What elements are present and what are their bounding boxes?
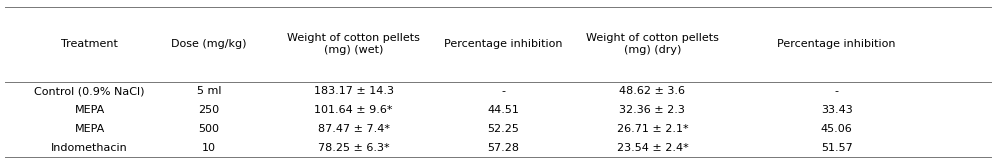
Text: 250: 250	[198, 105, 220, 115]
Text: 52.25: 52.25	[487, 124, 519, 134]
Text: MEPA: MEPA	[75, 105, 105, 115]
Text: Weight of cotton pellets
(mg) (dry): Weight of cotton pellets (mg) (dry)	[586, 33, 719, 55]
Text: 101.64 ± 9.6*: 101.64 ± 9.6*	[315, 105, 392, 115]
Text: 23.54 ± 2.4*: 23.54 ± 2.4*	[617, 143, 688, 153]
Text: Control (0.9% NaCl): Control (0.9% NaCl)	[35, 86, 144, 96]
Text: 183.17 ± 14.3: 183.17 ± 14.3	[314, 86, 393, 96]
Text: 51.57: 51.57	[821, 143, 853, 153]
Text: 45.06: 45.06	[821, 124, 853, 134]
Text: 26.71 ± 2.1*: 26.71 ± 2.1*	[617, 124, 688, 134]
Text: Weight of cotton pellets
(mg) (wet): Weight of cotton pellets (mg) (wet)	[287, 33, 420, 55]
Text: 5 ml: 5 ml	[197, 86, 221, 96]
Text: 57.28: 57.28	[487, 143, 519, 153]
Text: 32.36 ± 2.3: 32.36 ± 2.3	[620, 105, 685, 115]
Text: -: -	[501, 86, 505, 96]
Text: 48.62 ± 3.6: 48.62 ± 3.6	[620, 86, 685, 96]
Text: 44.51: 44.51	[487, 105, 519, 115]
Text: 33.43: 33.43	[821, 105, 853, 115]
Text: Percentage inhibition: Percentage inhibition	[444, 39, 562, 49]
Text: -: -	[835, 86, 839, 96]
Text: Percentage inhibition: Percentage inhibition	[778, 39, 895, 49]
Text: Dose (mg/kg): Dose (mg/kg)	[171, 39, 247, 49]
Text: Indomethacin: Indomethacin	[51, 143, 128, 153]
Text: 10: 10	[202, 143, 216, 153]
Text: MEPA: MEPA	[75, 124, 105, 134]
Text: Treatment: Treatment	[61, 39, 119, 49]
Text: 500: 500	[198, 124, 220, 134]
Text: 78.25 ± 6.3*: 78.25 ± 6.3*	[318, 143, 389, 153]
Text: 87.47 ± 7.4*: 87.47 ± 7.4*	[318, 124, 389, 134]
